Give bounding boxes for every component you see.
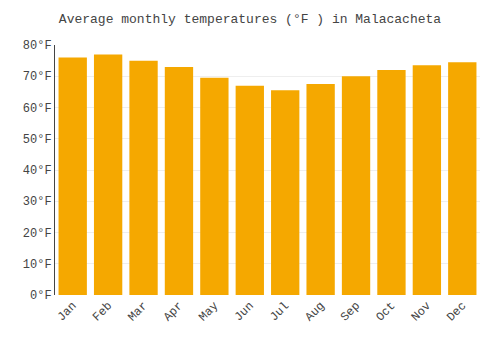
svg-text:Nov: Nov [409, 299, 434, 324]
svg-text:May: May [196, 299, 221, 324]
svg-text:0°F: 0°F [30, 289, 52, 303]
svg-text:20°F: 20°F [23, 227, 52, 241]
svg-text:Dec: Dec [444, 299, 469, 324]
svg-text:70°F: 70°F [23, 70, 52, 84]
svg-text:Apr: Apr [161, 299, 186, 324]
svg-text:40°F: 40°F [23, 164, 52, 178]
svg-text:Mar: Mar [125, 299, 150, 324]
svg-text:60°F: 60°F [23, 102, 52, 116]
svg-text:Oct: Oct [373, 299, 398, 324]
svg-text:Average monthly temperatures (: Average monthly temperatures (°F ) in Ma… [59, 12, 441, 27]
svg-text:Jan: Jan [55, 299, 80, 324]
svg-text:Jul: Jul [267, 299, 292, 324]
svg-text:Jun: Jun [232, 299, 257, 324]
svg-text:Feb: Feb [90, 299, 115, 324]
svg-text:10°F: 10°F [23, 258, 52, 272]
svg-text:30°F: 30°F [23, 195, 52, 209]
svg-text:80°F: 80°F [23, 39, 52, 53]
svg-text:50°F: 50°F [23, 133, 52, 147]
svg-text:Sep: Sep [338, 299, 363, 324]
svg-text:Aug: Aug [303, 299, 328, 324]
